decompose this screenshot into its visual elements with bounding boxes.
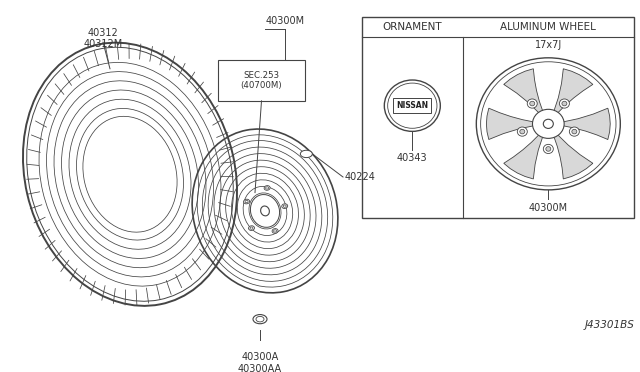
Polygon shape — [504, 134, 543, 179]
Circle shape — [543, 119, 554, 128]
Text: 40300A
40300AA: 40300A 40300AA — [238, 352, 282, 372]
Ellipse shape — [272, 229, 278, 233]
Circle shape — [559, 99, 570, 108]
Text: 40224: 40224 — [345, 172, 376, 182]
Bar — [362, 16, 634, 218]
Bar — [394, 98, 431, 113]
Ellipse shape — [244, 199, 250, 204]
Text: ORNAMENT: ORNAMENT — [383, 22, 442, 32]
Text: 40343: 40343 — [397, 153, 428, 163]
Ellipse shape — [253, 315, 267, 324]
Text: 40300M: 40300M — [529, 203, 568, 213]
Polygon shape — [486, 108, 534, 140]
Ellipse shape — [250, 195, 280, 227]
Bar — [218, 60, 305, 101]
Circle shape — [527, 99, 537, 108]
Text: ALUMINUM WHEEL: ALUMINUM WHEEL — [500, 22, 596, 32]
Polygon shape — [554, 134, 593, 179]
Ellipse shape — [260, 206, 269, 216]
Circle shape — [543, 144, 554, 154]
Circle shape — [562, 101, 567, 106]
Ellipse shape — [264, 186, 270, 190]
Ellipse shape — [248, 226, 255, 230]
Circle shape — [532, 109, 564, 138]
Circle shape — [570, 127, 579, 136]
Circle shape — [546, 147, 551, 151]
Polygon shape — [554, 69, 593, 113]
Ellipse shape — [256, 317, 264, 322]
Ellipse shape — [300, 150, 312, 158]
Ellipse shape — [273, 230, 276, 232]
Polygon shape — [504, 69, 543, 113]
Text: J43301BS: J43301BS — [585, 320, 635, 330]
Ellipse shape — [282, 204, 288, 208]
Circle shape — [530, 101, 535, 106]
Circle shape — [517, 127, 527, 136]
Polygon shape — [563, 108, 610, 140]
Ellipse shape — [245, 201, 248, 203]
Ellipse shape — [250, 227, 253, 229]
Text: SEC.253
(40700M): SEC.253 (40700M) — [241, 71, 282, 90]
Ellipse shape — [284, 205, 286, 207]
Text: 40312
40312M: 40312 40312M — [83, 28, 123, 49]
Text: NISSAN: NISSAN — [396, 101, 428, 110]
Ellipse shape — [266, 187, 269, 189]
Ellipse shape — [87, 122, 173, 227]
Text: 17x7J: 17x7J — [534, 41, 562, 51]
Circle shape — [572, 129, 577, 134]
Text: 40300M: 40300M — [266, 16, 305, 26]
Circle shape — [520, 129, 525, 134]
